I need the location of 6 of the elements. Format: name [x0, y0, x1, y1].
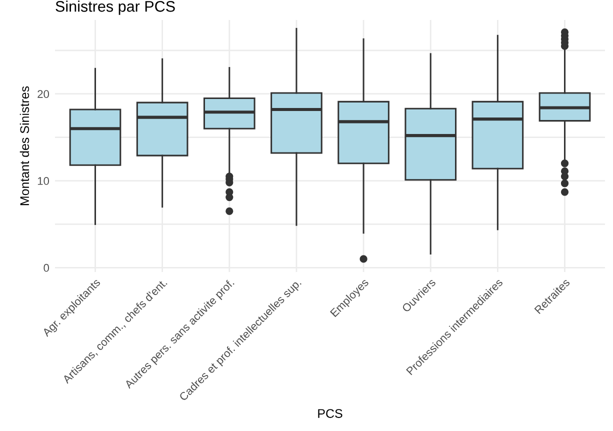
y-tick-label: 20	[38, 90, 50, 98]
y-tick-label: 0	[44, 264, 50, 272]
y-tick-label: 10	[38, 177, 50, 185]
chart-title: Sinistres par PCS	[56, 0, 175, 15]
y-axis-title: Montant des Sinistres	[20, 86, 30, 206]
x-axis-title: PCS	[318, 409, 342, 418]
